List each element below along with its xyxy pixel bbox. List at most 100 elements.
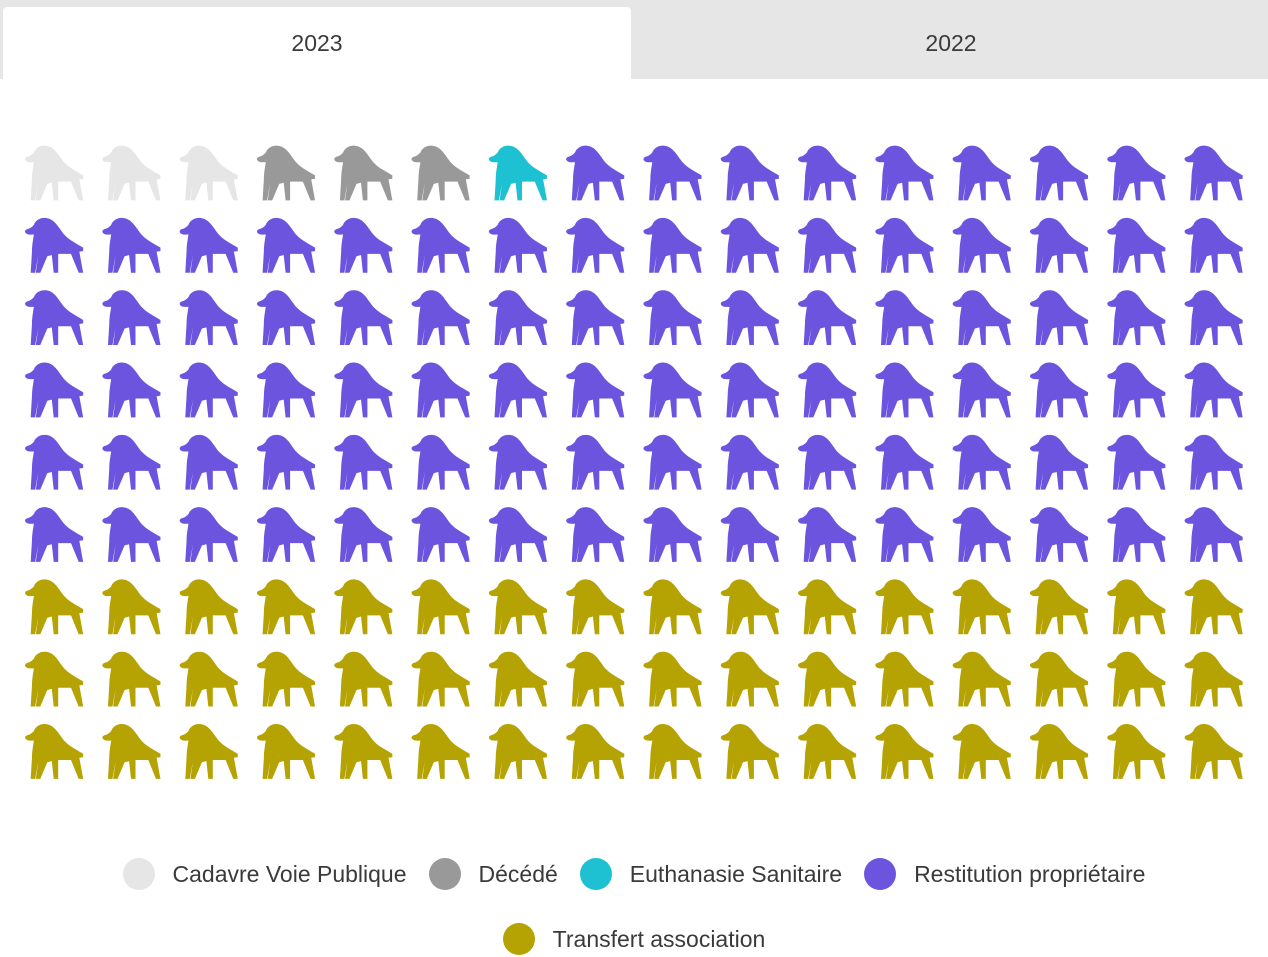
dog-icon — [1107, 362, 1166, 418]
dog-icon — [411, 145, 470, 201]
dog-icon — [179, 362, 238, 418]
dog-icon — [798, 724, 857, 779]
dog-icon — [1029, 145, 1089, 201]
dog-icon — [488, 217, 547, 273]
dog-icon — [411, 507, 470, 562]
dog-icon — [952, 290, 1011, 346]
dog-icon — [720, 579, 779, 635]
dog-icon — [1184, 579, 1243, 635]
dog-icon — [25, 290, 84, 346]
dog-icon — [643, 217, 702, 273]
dog-icon — [256, 290, 316, 346]
dog-icon — [952, 651, 1011, 707]
legend-label: Transfert association — [552, 925, 766, 952]
dog-icon — [102, 507, 161, 562]
dog-icon — [25, 651, 84, 707]
legend-label: Cadavre Voie Publique — [172, 860, 407, 887]
dog-icon — [566, 724, 625, 779]
dog-icon — [179, 290, 238, 346]
dog-icon — [566, 579, 625, 635]
dog-icon — [102, 217, 161, 273]
dog-icon — [488, 434, 547, 490]
dog-icon — [566, 290, 625, 346]
dog-icon — [25, 724, 84, 779]
dog-icon — [1107, 217, 1166, 273]
dog-icon — [643, 724, 702, 779]
dog-icon — [256, 362, 316, 418]
dog-icon — [798, 579, 857, 635]
dog-icon — [1107, 579, 1166, 635]
dog-icon — [488, 290, 547, 346]
dog-icon — [952, 724, 1011, 779]
dog-icon — [1184, 724, 1243, 779]
legend-item-restitution-proprietaire[interactable]: Restitution propriétaire — [864, 858, 1145, 890]
dog-icon — [256, 579, 316, 635]
dog-icon — [720, 651, 779, 707]
dog-icon — [643, 145, 702, 201]
dog-icon — [256, 507, 316, 562]
dog-icon — [488, 651, 547, 707]
dog-icon — [1184, 290, 1243, 346]
dog-icon — [334, 434, 393, 490]
dog-icon — [102, 290, 161, 346]
legend-second-row: Transfert association — [0, 923, 1268, 955]
dog-icon — [798, 217, 857, 273]
legend: Cadavre Voie Publique Décédé Euthanasie … — [0, 858, 1268, 890]
dog-icon — [25, 507, 84, 562]
dog-icon — [1107, 507, 1166, 562]
dog-icon — [411, 217, 470, 273]
legend-dot — [502, 923, 535, 955]
dog-icon — [179, 217, 238, 273]
dog-icon — [334, 145, 393, 201]
dog-icon — [411, 362, 470, 418]
dog-icon — [643, 434, 702, 490]
legend-item-transfert-association[interactable]: Transfert association — [502, 923, 766, 955]
dog-icon — [875, 579, 934, 635]
dog-icon — [952, 434, 1011, 490]
dog-icon — [25, 579, 84, 635]
legend-item-cadavre-voie-publique[interactable]: Cadavre Voie Publique — [122, 858, 407, 890]
legend-dot — [428, 858, 461, 890]
dog-icon — [643, 362, 702, 418]
dog-icon — [179, 145, 238, 201]
legend-item-euthanasie-sanitaire[interactable]: Euthanasie Sanitaire — [579, 858, 843, 890]
dog-icon — [1184, 507, 1243, 562]
dog-icon — [488, 507, 547, 562]
tab-2022[interactable]: 2022 — [634, 7, 1268, 79]
dog-icon — [102, 724, 161, 779]
dog-icon — [488, 724, 547, 779]
year-tabs: 2023 2022 — [0, 0, 1268, 79]
dog-icon — [798, 651, 857, 707]
dog-icon — [1029, 651, 1089, 707]
dog-icon — [875, 434, 934, 490]
dog-icon — [1184, 217, 1243, 273]
dog-icon — [25, 145, 84, 201]
legend-dot — [864, 858, 897, 890]
dog-icon — [411, 434, 470, 490]
tab-2023[interactable]: 2023 — [3, 7, 631, 79]
dog-icon — [720, 145, 779, 201]
legend-label: Restitution propriétaire — [914, 860, 1146, 887]
dog-icon — [643, 579, 702, 635]
dog-icon — [643, 651, 702, 707]
dog-icon — [1107, 145, 1166, 201]
dog-icon — [566, 434, 625, 490]
legend-label: Euthanasie Sanitaire — [629, 860, 843, 887]
dog-icon — [798, 507, 857, 562]
dog-icon — [179, 579, 238, 635]
dog-icon — [334, 651, 393, 707]
dog-icon — [566, 145, 625, 201]
dog-icon — [643, 507, 702, 562]
dog-icon — [179, 507, 238, 562]
dog-icon — [798, 290, 857, 346]
dog-icon — [875, 651, 934, 707]
legend-item-decede[interactable]: Décédé — [428, 858, 558, 890]
dog-icon — [256, 724, 316, 779]
dog-icon — [256, 651, 316, 707]
dog-icon — [1029, 362, 1089, 418]
dog-icon — [875, 145, 934, 201]
legend-dot — [579, 858, 612, 890]
dog-icon — [720, 434, 779, 490]
dog-icon — [411, 579, 470, 635]
dog-icon — [875, 362, 934, 418]
